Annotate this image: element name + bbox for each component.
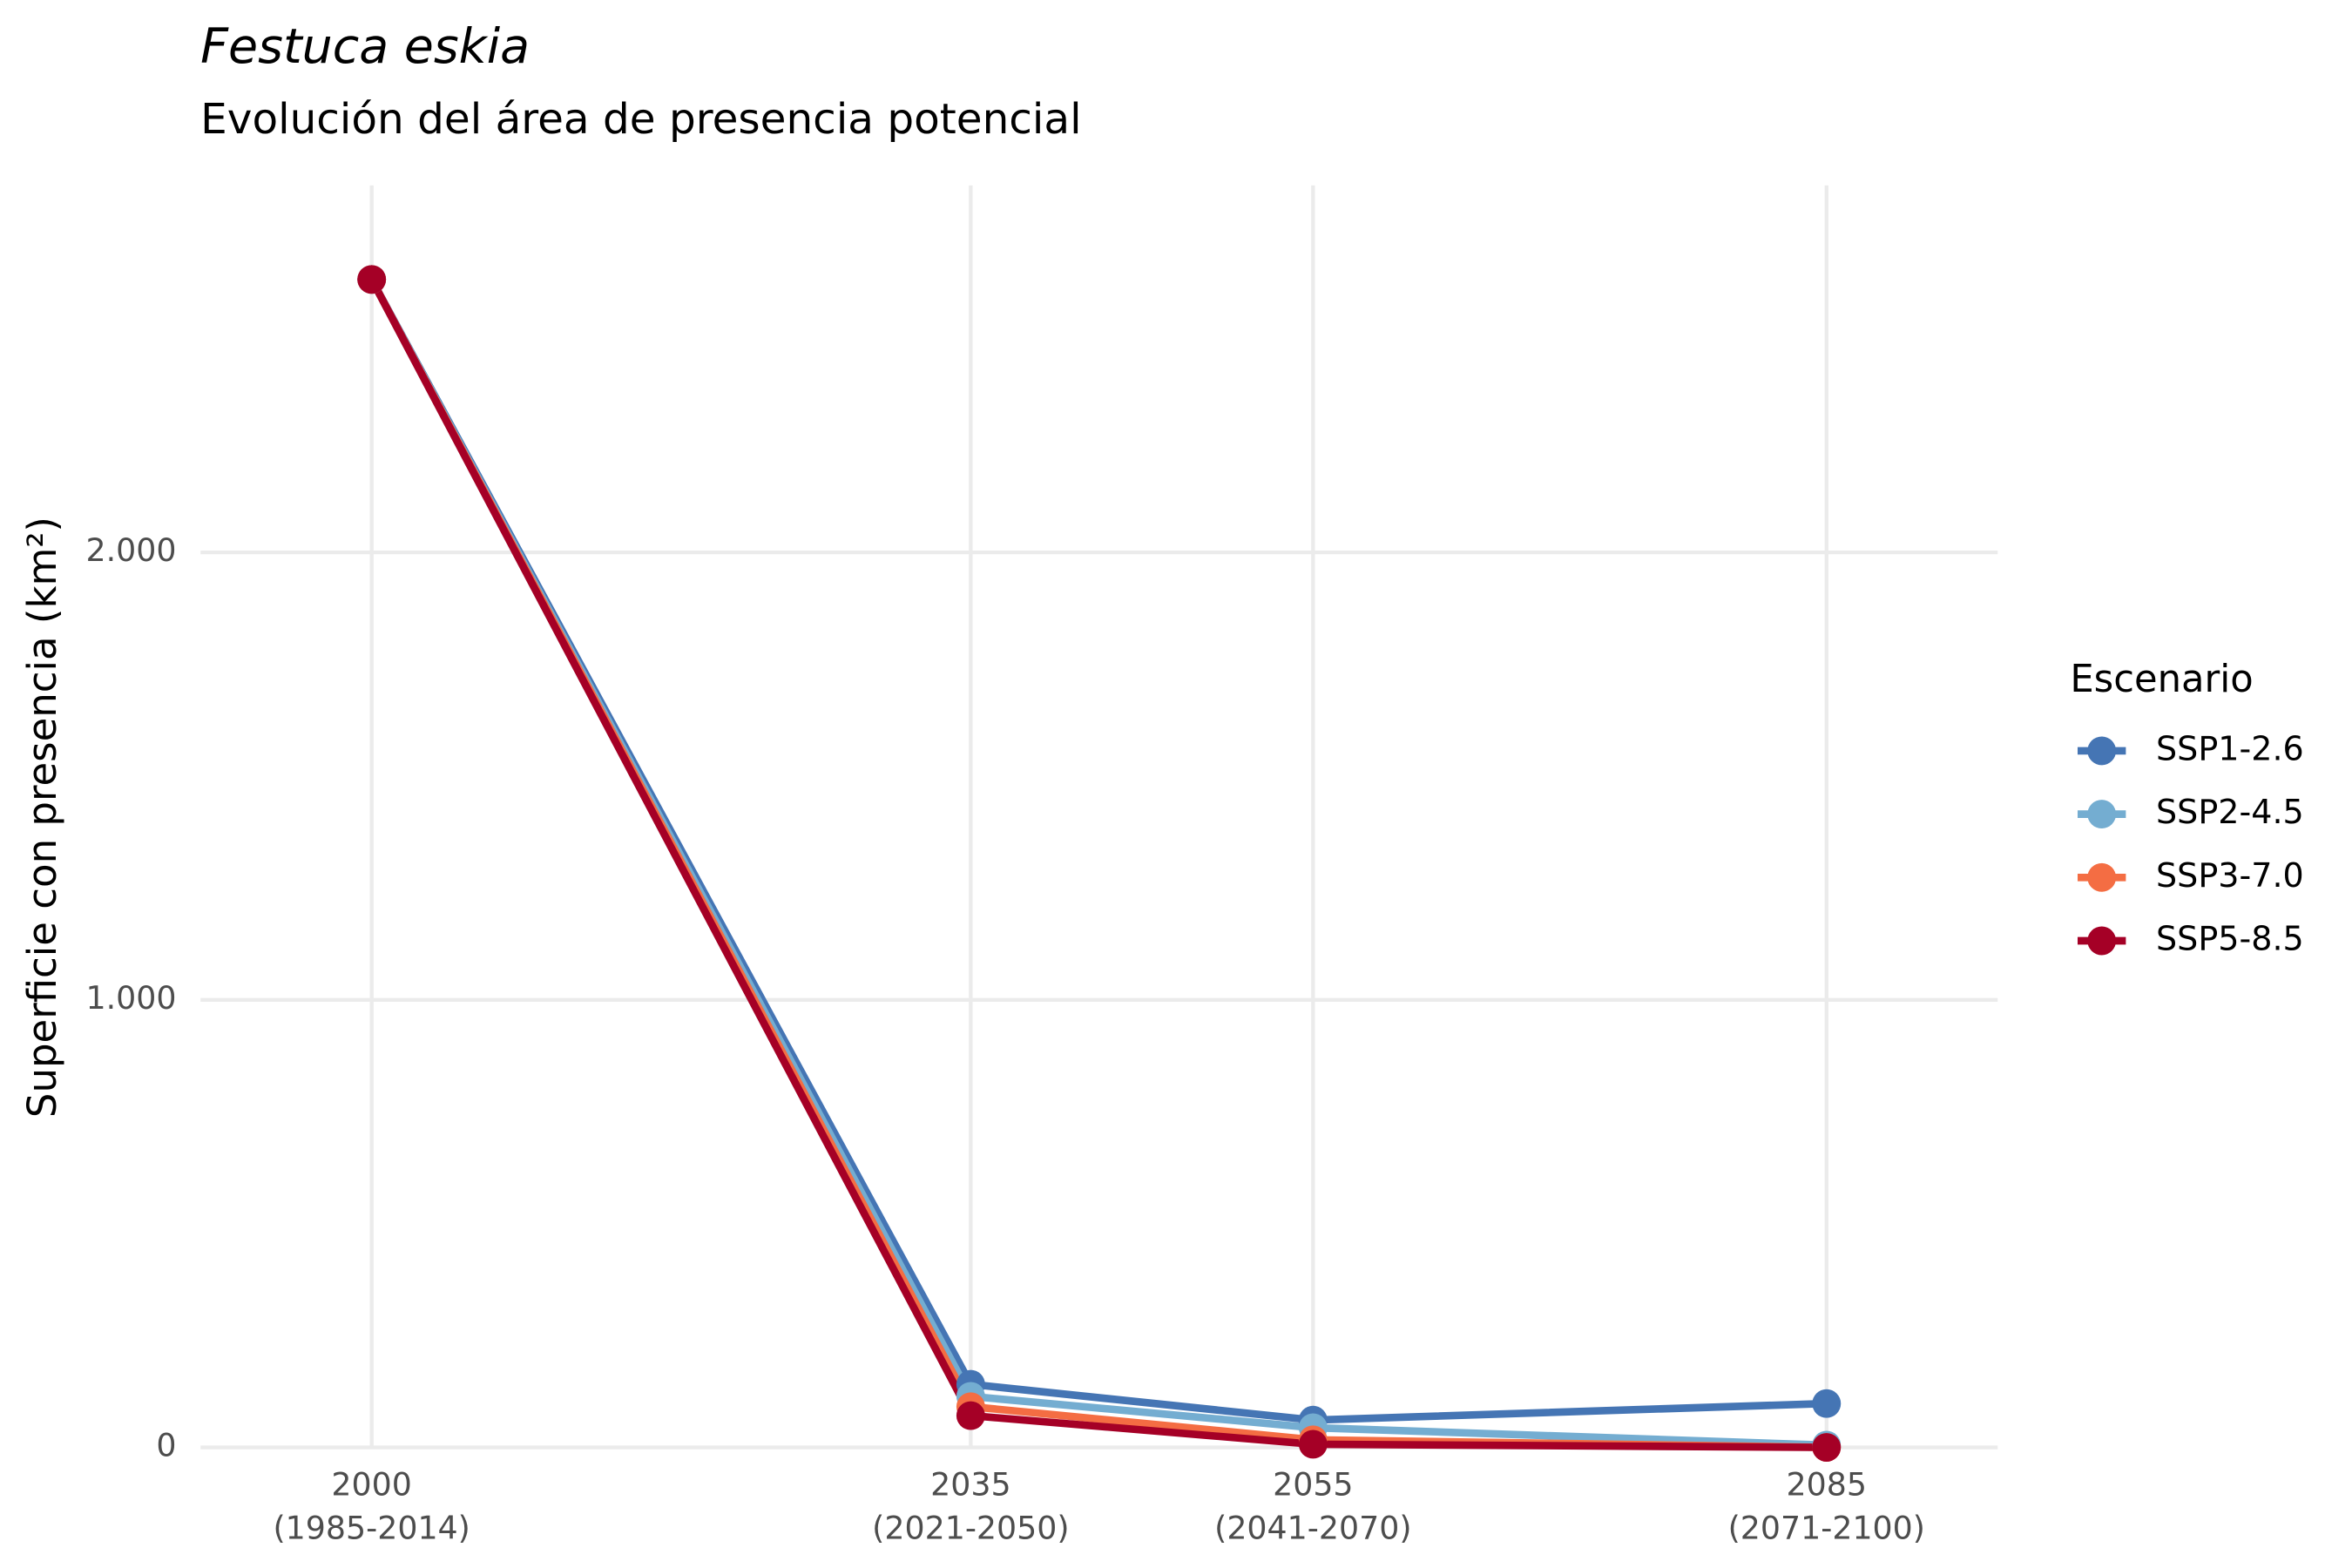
x-tick-label: 2085 (2071-2100) [1728,1466,1925,1547]
point [1812,1433,1842,1462]
x-tick-label: 2000 (1985-2014) [273,1466,470,1547]
y-tick-label: 2.000 [85,531,176,569]
x-tick-label: 2035 (2021-2050) [872,1466,1069,1547]
legend-label: SSP3-7.0 [2156,856,2304,895]
point [956,1401,985,1430]
x-tick-label: 2055 (2041-2070) [1214,1466,1411,1547]
y-tick-label: 1.000 [85,979,176,1017]
legend-key-point [2087,800,2117,829]
legend-title: Escenario [2070,658,2253,701]
line [368,277,1827,1451]
chart-title: Festuca eskia [200,19,530,75]
point [1298,1429,1328,1459]
point [1812,1389,1842,1418]
legend-label: SSP1-2.6 [2156,729,2304,767]
line [368,277,1827,1424]
point [357,265,387,294]
chart-subtitle: Evolución del área de presencia potencia… [200,95,1081,144]
legend-key-point [2087,736,2117,766]
y-axis-label: Superficie con presencia (km²) [19,517,65,1118]
legend-key-point [2087,926,2117,956]
y-tick-label: 0 [156,1427,176,1464]
line [368,277,1827,1451]
line [368,277,1827,1450]
legend-label: SSP5-8.5 [2156,920,2304,958]
legend-key-point [2087,862,2117,892]
legend-label: SSP2-4.5 [2156,793,2304,831]
